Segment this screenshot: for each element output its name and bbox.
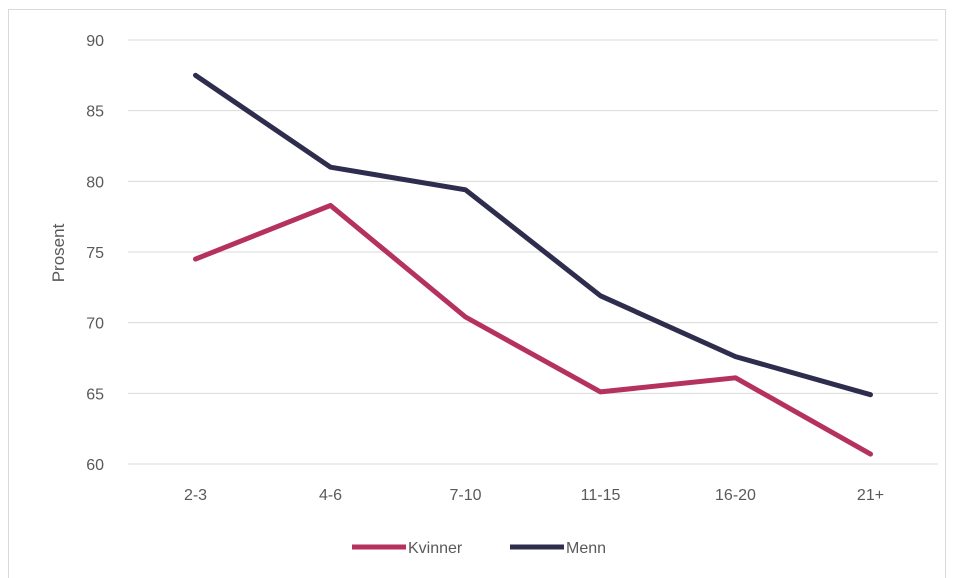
gridlines [128, 39, 938, 465]
legend-label: Menn [566, 540, 606, 557]
x-tick-label: 21+ [857, 487, 884, 504]
y-tick-label: 90 [86, 33, 104, 50]
series-line-kvinner [193, 202, 873, 457]
y-axis-title: Prosent [49, 223, 68, 282]
legend: Kvinner Menn [352, 540, 606, 557]
chart-frame [8, 9, 946, 578]
y-tick-label: 65 [86, 386, 104, 403]
y-tick-label: 70 [86, 316, 104, 333]
y-axis-ticks: 60 65 70 75 80 85 90 [86, 33, 104, 474]
x-tick-label: 7-10 [449, 487, 481, 504]
y-tick-label: 85 [86, 104, 104, 121]
series-lines [193, 72, 873, 457]
y-tick-label: 80 [86, 174, 104, 191]
y-tick-label: 60 [86, 457, 104, 474]
x-tick-label: 2-3 [184, 487, 207, 504]
x-tick-label: 16-20 [715, 487, 756, 504]
y-tick-label: 75 [86, 245, 104, 262]
series-line-menn [193, 72, 873, 398]
legend-label: Kvinner [408, 540, 463, 557]
x-tick-label: 11-15 [581, 487, 621, 504]
x-tick-label: 4-6 [319, 487, 342, 504]
x-axis-ticks: 2-3 4-6 7-10 11-15 16-20 21+ [184, 487, 884, 504]
